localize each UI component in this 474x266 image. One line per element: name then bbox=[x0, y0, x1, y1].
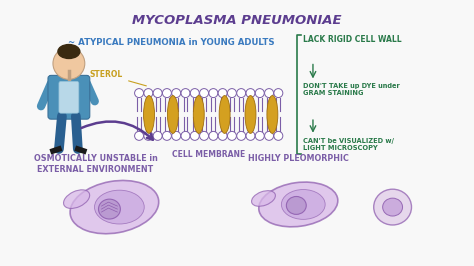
FancyArrowPatch shape bbox=[82, 122, 153, 140]
Ellipse shape bbox=[70, 180, 159, 234]
Ellipse shape bbox=[252, 191, 275, 206]
Circle shape bbox=[255, 131, 264, 140]
Circle shape bbox=[218, 131, 227, 140]
Circle shape bbox=[144, 89, 153, 98]
Ellipse shape bbox=[374, 189, 411, 225]
Ellipse shape bbox=[282, 189, 325, 219]
Circle shape bbox=[274, 89, 283, 98]
Text: STEROL: STEROL bbox=[90, 70, 146, 86]
Circle shape bbox=[144, 131, 153, 140]
Text: CAN'T be VISUALIZED w/
LIGHT MICROSCOPY: CAN'T be VISUALIZED w/ LIGHT MICROSCOPY bbox=[303, 138, 394, 151]
Circle shape bbox=[246, 131, 255, 140]
Text: CELL MEMBRANE: CELL MEMBRANE bbox=[172, 150, 246, 159]
Ellipse shape bbox=[94, 190, 144, 224]
Ellipse shape bbox=[167, 95, 178, 133]
Circle shape bbox=[163, 89, 172, 98]
Circle shape bbox=[237, 131, 246, 140]
Circle shape bbox=[153, 89, 162, 98]
Circle shape bbox=[228, 131, 237, 140]
Circle shape bbox=[255, 89, 264, 98]
Circle shape bbox=[200, 89, 209, 98]
Text: OSMOTICALLY UNSTABLE in
EXTERNAL ENVIRONMENT: OSMOTICALLY UNSTABLE in EXTERNAL ENVIRON… bbox=[34, 154, 157, 174]
FancyBboxPatch shape bbox=[59, 81, 79, 113]
Circle shape bbox=[135, 131, 144, 140]
Circle shape bbox=[209, 89, 218, 98]
Circle shape bbox=[209, 131, 218, 140]
FancyBboxPatch shape bbox=[48, 75, 90, 119]
Circle shape bbox=[246, 89, 255, 98]
Text: LACK RIGID CELL WALL: LACK RIGID CELL WALL bbox=[303, 35, 401, 44]
Circle shape bbox=[264, 131, 273, 140]
Ellipse shape bbox=[64, 190, 90, 209]
Ellipse shape bbox=[259, 182, 338, 227]
Text: MYCOPLASMA PNEUMONIAE: MYCOPLASMA PNEUMONIAE bbox=[132, 14, 342, 27]
Circle shape bbox=[172, 131, 181, 140]
Circle shape bbox=[228, 89, 237, 98]
Circle shape bbox=[135, 89, 144, 98]
Ellipse shape bbox=[144, 95, 155, 133]
Circle shape bbox=[181, 131, 190, 140]
Text: ~ ATYPICAL PNEUMONIA in YOUNG ADULTS: ~ ATYPICAL PNEUMONIA in YOUNG ADULTS bbox=[68, 38, 274, 47]
Ellipse shape bbox=[245, 95, 256, 133]
Circle shape bbox=[218, 89, 227, 98]
Circle shape bbox=[172, 89, 181, 98]
Text: DON'T TAKE up DYE under
GRAM STAINING: DON'T TAKE up DYE under GRAM STAINING bbox=[303, 83, 400, 96]
Ellipse shape bbox=[219, 95, 230, 133]
Circle shape bbox=[200, 131, 209, 140]
Circle shape bbox=[190, 89, 199, 98]
Ellipse shape bbox=[267, 95, 278, 133]
Ellipse shape bbox=[383, 198, 402, 216]
Circle shape bbox=[53, 48, 85, 79]
Circle shape bbox=[237, 89, 246, 98]
Text: HIGHLY PLEOMORPHIC: HIGHLY PLEOMORPHIC bbox=[248, 154, 349, 163]
Ellipse shape bbox=[99, 199, 120, 219]
Ellipse shape bbox=[58, 44, 80, 59]
Ellipse shape bbox=[193, 95, 204, 133]
Circle shape bbox=[274, 131, 283, 140]
Circle shape bbox=[190, 131, 199, 140]
Ellipse shape bbox=[286, 197, 306, 214]
Circle shape bbox=[163, 131, 172, 140]
Circle shape bbox=[181, 89, 190, 98]
Circle shape bbox=[264, 89, 273, 98]
Circle shape bbox=[153, 131, 162, 140]
